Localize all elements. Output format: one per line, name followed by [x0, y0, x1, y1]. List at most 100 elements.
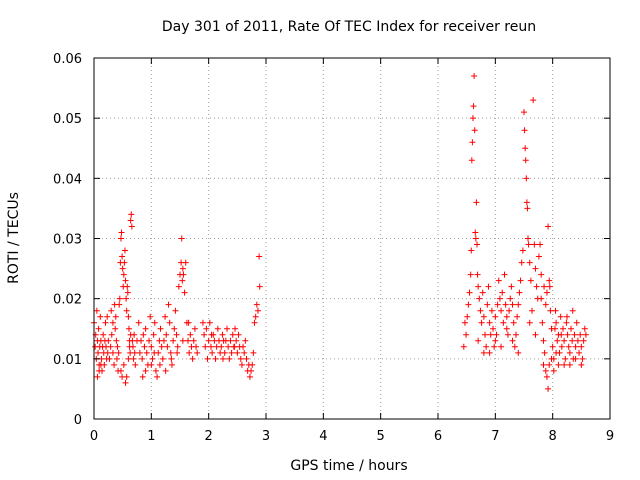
data-point	[114, 343, 121, 350]
data-point	[549, 343, 556, 350]
data-point	[574, 337, 581, 344]
data-point	[499, 289, 506, 296]
data-point	[146, 337, 153, 344]
data-point	[171, 325, 178, 332]
data-point	[117, 367, 124, 374]
data-point	[191, 325, 198, 332]
data-point	[179, 337, 186, 344]
data-point	[243, 355, 250, 362]
data-point	[128, 223, 135, 230]
data-point	[149, 355, 156, 362]
data-point	[201, 331, 208, 338]
data-point	[174, 343, 181, 350]
data-point	[179, 265, 186, 272]
data-point	[94, 373, 101, 380]
data-point	[130, 355, 137, 362]
data-point	[480, 313, 487, 320]
data-point	[492, 337, 499, 344]
data-point	[241, 349, 248, 356]
data-point	[501, 271, 508, 278]
data-point	[152, 367, 159, 374]
data-point	[483, 343, 490, 350]
data-point	[480, 349, 487, 356]
y-tick-label: 0.05	[53, 112, 82, 127]
grid-layer	[94, 58, 610, 419]
data-point	[138, 337, 145, 344]
data-point	[96, 367, 103, 374]
data-point	[551, 325, 558, 332]
data-point	[179, 277, 186, 284]
data-point	[477, 307, 484, 314]
data-point	[206, 319, 213, 326]
data-point	[143, 349, 150, 356]
data-point	[469, 115, 476, 122]
data-point	[142, 367, 149, 374]
data-point	[251, 319, 258, 326]
data-point	[115, 349, 122, 356]
data-point	[139, 373, 146, 380]
data-point	[514, 313, 521, 320]
data-point	[559, 325, 566, 332]
data-point	[256, 283, 263, 290]
x-tick-label: 5	[377, 429, 385, 444]
x-tick-label: 6	[434, 429, 442, 444]
data-point	[533, 283, 540, 290]
data-point	[563, 319, 570, 326]
data-point	[526, 319, 533, 326]
data-point	[466, 289, 473, 296]
data-point	[246, 373, 253, 380]
data-point	[498, 343, 505, 350]
y-tick-label: 0.04	[53, 172, 82, 187]
data-point	[120, 361, 127, 368]
data-point	[186, 349, 193, 356]
data-point	[248, 367, 255, 374]
data-point	[503, 325, 510, 332]
data-point	[569, 307, 576, 314]
data-point	[463, 331, 470, 338]
data-point	[546, 361, 553, 368]
data-point	[185, 319, 192, 326]
data-point	[132, 361, 139, 368]
data-point	[487, 331, 494, 338]
data-point	[141, 343, 148, 350]
data-point	[109, 349, 116, 356]
x-axis-title: GPS time / hours	[290, 458, 407, 474]
data-point	[157, 325, 164, 332]
data-point	[224, 325, 231, 332]
data-point	[193, 343, 200, 350]
data-point	[521, 109, 527, 116]
y-tick-label: 0	[74, 413, 82, 428]
data-point	[569, 337, 576, 344]
data-point	[256, 253, 263, 260]
data-point	[112, 325, 119, 332]
y-axis-title: ROTI / TECUs	[6, 192, 22, 284]
data-point	[140, 331, 147, 338]
data-point	[151, 349, 158, 356]
data-point	[545, 223, 552, 230]
data-point	[496, 295, 503, 302]
data-point	[555, 361, 562, 368]
data-point	[202, 343, 209, 350]
data-point	[486, 319, 493, 326]
data-point	[108, 331, 115, 338]
data-point	[571, 331, 578, 338]
data-point	[464, 313, 471, 320]
data-point	[516, 289, 523, 296]
data-point	[476, 295, 483, 302]
data-point	[531, 241, 538, 248]
data-point	[172, 307, 179, 314]
data-point	[512, 331, 519, 338]
data-point	[117, 235, 124, 242]
data-point	[205, 337, 212, 344]
y-tick-label: 0.02	[53, 293, 82, 308]
data-point	[163, 331, 170, 338]
data-point	[166, 319, 173, 326]
data-point	[538, 271, 545, 278]
y-tick-label: 0.06	[53, 52, 82, 67]
data-point	[579, 355, 586, 362]
data-point	[578, 361, 585, 368]
data-point	[479, 289, 486, 296]
data-point	[522, 145, 529, 152]
data-point	[482, 331, 489, 338]
data-point	[122, 379, 129, 386]
